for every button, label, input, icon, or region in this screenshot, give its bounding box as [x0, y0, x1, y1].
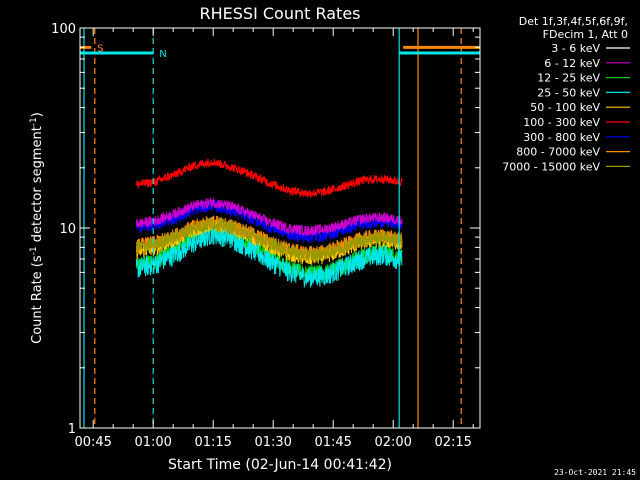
legend-header: Det 1f,3f,4f,5f,6f,9f, [519, 15, 628, 28]
legend-label: 50 - 100 keV [530, 101, 600, 114]
x-tick-label: 02:00 [374, 435, 411, 450]
x-axis-ticks: 00:45 01:00 01:15 01:30 01:45 02:00 02:15 [74, 28, 474, 450]
y-label-part: detector segment [30, 126, 45, 246]
legend-label: 800 - 7000 keV [516, 146, 600, 159]
legend-label: 3 - 6 keV [551, 42, 600, 55]
x-tick-label: 01:15 [194, 435, 231, 450]
x-tick-label: 01:30 [254, 435, 291, 450]
chart-title: RHESSI Count Rates [200, 4, 361, 23]
series-line [135, 197, 403, 237]
y-label-superscript: -1 [29, 117, 39, 126]
saa-bar-label: N [159, 49, 166, 60]
series-line [135, 158, 403, 199]
y-tick-label: 1 [68, 422, 76, 437]
saa-bars: SN [80, 43, 480, 60]
data-layer [135, 142, 403, 288]
legend-label: 100 - 300 keV [523, 116, 600, 129]
series-line [136, 199, 403, 243]
y-label-part: Count Rate (s [30, 255, 45, 344]
x-tick-label: 01:00 [134, 435, 171, 450]
footer-timestamp: 23-Oct-2021 21:45 [554, 468, 636, 477]
legend-label: 6 - 12 keV [544, 57, 600, 70]
x-tick-label: 00:45 [74, 435, 111, 450]
series-line [135, 225, 403, 288]
y-label-part: ) [30, 112, 45, 117]
y-label-superscript: -1 [29, 246, 39, 255]
x-tick-label: 02:15 [434, 435, 471, 450]
y-axis-label: Count Rate (s-1 detector segment-1) [29, 112, 45, 344]
y-tick-label: 100 [51, 22, 76, 37]
legend-label: 7000 - 15000 keV [502, 160, 600, 173]
x-axis-label: Start Time (02-Jun-14 00:41:42) [168, 457, 392, 473]
legend: Det 1f,3f,4f,5f,6f,9f,FDecim 1, Att 03 -… [502, 15, 630, 173]
legend-label: 12 - 25 keV [537, 72, 600, 85]
legend-header: FDecim 1, Att 0 [543, 28, 628, 41]
x-tick-label: 01:45 [314, 435, 351, 450]
y-tick-label: 10 [59, 222, 76, 237]
legend-label: 25 - 50 keV [537, 86, 600, 99]
series-line [135, 142, 403, 165]
series-line [135, 216, 403, 263]
saa-bar-label: S [97, 43, 103, 54]
legend-label: 300 - 800 keV [523, 131, 600, 144]
y-axis-ticks: 1 10 100 [51, 22, 480, 437]
